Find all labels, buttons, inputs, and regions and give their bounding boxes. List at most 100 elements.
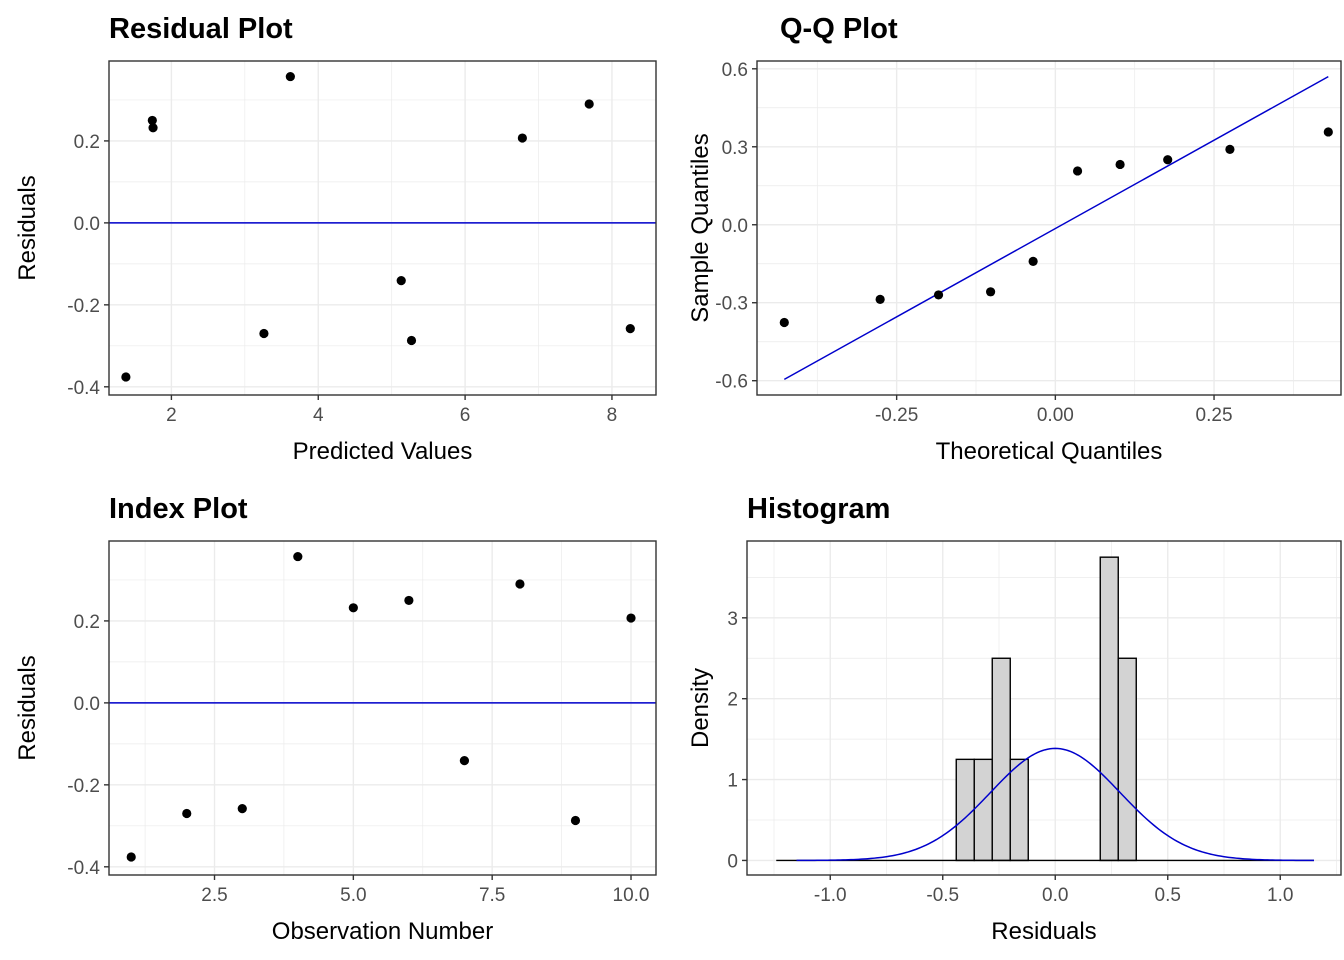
data-point (121, 372, 131, 382)
y-tick-label: 0 (727, 851, 738, 872)
normal-density-curve (796, 747, 1314, 862)
data-point (515, 579, 525, 589)
histogram-bar (991, 657, 1011, 862)
y-axis-label: Residuals (14, 655, 41, 760)
y-tick-label: 1 (727, 771, 738, 792)
x-tick-label: 5.0 (340, 885, 366, 906)
data-point (285, 71, 295, 82)
minor-grid (757, 61, 1341, 395)
plot-area (109, 541, 656, 875)
minor-grid (109, 61, 656, 395)
data-point (1072, 166, 1083, 176)
histogram-bar (1009, 758, 1029, 862)
plot-content (779, 75, 1333, 381)
data-point (517, 133, 527, 143)
panel-border (746, 540, 1342, 876)
x-tick-label: 7.5 (479, 885, 505, 906)
data-point (182, 808, 192, 819)
x-tick-label: 0.25 (1196, 405, 1233, 426)
y-tick-label: 0.2 (74, 612, 100, 633)
chart-title: Histogram (747, 493, 890, 525)
x-axis-label: Predicted Values (293, 438, 473, 465)
panel-qq: Q-Q Plot -0.25 0.00 0.25 -0.6 -0.3 0.0 0.3 0.6 Th… (687, 13, 1342, 465)
x-axis-label: Residuals (991, 918, 1096, 945)
y-tick-label: 0.3 (722, 138, 748, 159)
x-axis-label: Theoretical Quantiles (936, 438, 1163, 465)
data-point (779, 317, 789, 328)
y-tick-label: -0.4 (67, 378, 100, 399)
y-axis-label: Sample Quantiles (687, 133, 714, 322)
plot-content (776, 556, 1314, 862)
histogram-bar (955, 758, 975, 862)
y-axis: -0.4 -0.2 0.0 0.2 (67, 612, 109, 879)
data-point (126, 852, 136, 862)
data-point (626, 613, 636, 623)
data-point (1115, 159, 1125, 170)
major-grid (757, 61, 1341, 395)
plot-area (757, 61, 1341, 395)
y-axis: -0.4 -0.2 0.0 0.2 (67, 132, 109, 399)
y-axis: -0.6 -0.3 0.0 0.3 0.6 (715, 60, 757, 393)
panel-border (756, 60, 1342, 396)
y-tick-label: -0.6 (715, 372, 748, 393)
data-point (986, 287, 996, 297)
x-axis: -1.0 -0.5 0.0 0.5 1.0 (814, 875, 1293, 906)
y-tick-label: 0.6 (722, 60, 748, 81)
data-point (625, 324, 635, 334)
y-axis-label: Density (687, 668, 714, 748)
y-tick-label: -0.4 (67, 858, 100, 879)
x-tick-label: 2 (166, 405, 177, 426)
x-axis: 2 4 6 8 (166, 395, 617, 426)
data-point (875, 294, 885, 304)
data-point (148, 123, 158, 133)
data-point (259, 328, 269, 339)
y-tick-label: -0.2 (67, 296, 100, 317)
x-tick-label: 0.00 (1037, 405, 1074, 426)
x-tick-label: 8 (607, 405, 618, 426)
data-point (396, 276, 406, 286)
minor-grid (109, 541, 656, 875)
x-tick-label: -1.0 (814, 885, 847, 906)
x-axis: -0.25 0.00 0.25 (875, 395, 1233, 426)
plot-area (109, 61, 656, 395)
plot-content (109, 551, 656, 862)
y-tick-label: -0.2 (67, 776, 100, 797)
data-point (570, 815, 581, 826)
x-tick-label: 0.0 (1042, 885, 1068, 906)
data-point (293, 551, 303, 562)
histogram-bar (1117, 657, 1137, 862)
panel-border (108, 540, 657, 876)
y-tick-label: 3 (727, 609, 738, 630)
data-point (1225, 144, 1235, 154)
y-tick-label: 0.0 (74, 214, 100, 235)
x-tick-label: 1.0 (1267, 885, 1293, 906)
x-tick-label: -0.5 (926, 885, 959, 906)
panel-histogram: Histogram -1.0 -0.5 0.0 0.5 1.0 0 1 2 3 Residuals D… (687, 493, 1342, 945)
data-point (933, 290, 944, 300)
x-tick-label: 6 (460, 405, 471, 426)
x-axis: 2.5 5.0 7.5 10.0 (201, 875, 650, 906)
x-tick-label: 2.5 (201, 885, 227, 906)
data-point (404, 595, 414, 606)
plot-area (747, 541, 1341, 875)
chart-title: Index Plot (109, 493, 248, 525)
x-tick-label: 4 (313, 405, 324, 426)
data-point (459, 756, 470, 766)
plot-content (109, 71, 656, 382)
data-point (1028, 256, 1038, 266)
qq-reference-line (783, 75, 1329, 381)
panel-border (108, 60, 657, 396)
data-point (147, 115, 157, 126)
data-point (237, 804, 247, 814)
y-tick-label: 0.0 (722, 216, 748, 237)
chart-title: Q-Q Plot (780, 13, 898, 45)
panel-residual: Residual Plot 2 4 6 8 -0.4 -0.2 0.0 0.2 Predicted… (14, 13, 657, 465)
y-tick-label: 0.0 (74, 694, 100, 715)
x-tick-label: 10.0 (613, 885, 650, 906)
panel-index: Index Plot 2.5 5.0 7.5 10.0 -0.4 -0.2 0.0 0.2 Obs… (14, 493, 657, 945)
data-point (348, 603, 358, 613)
chart-title: Residual Plot (109, 13, 293, 45)
x-tick-label: 0.5 (1155, 885, 1181, 906)
histogram-bar (973, 758, 993, 862)
